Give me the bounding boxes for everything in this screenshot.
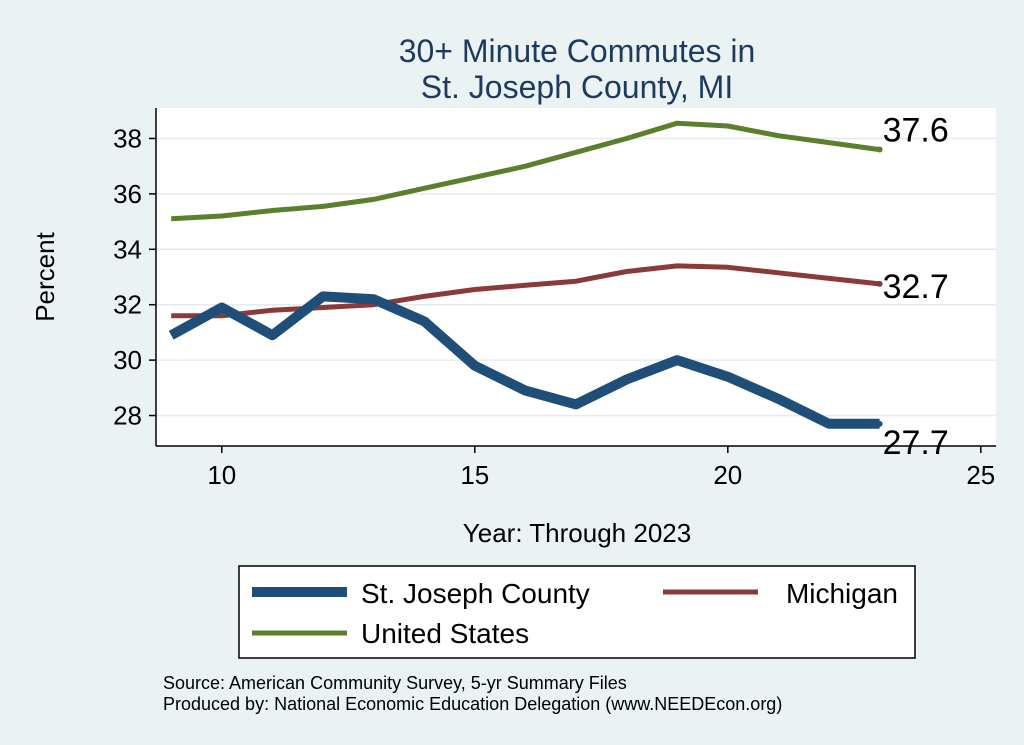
y-tick-label: 36 — [113, 179, 142, 209]
legend-label-united-states: United States — [361, 618, 529, 649]
end-label-st-joseph-county: 27.7 — [883, 424, 949, 462]
series-end-point-united-states — [876, 146, 883, 153]
x-tick-label: 25 — [966, 460, 995, 490]
source-note: Source: American Community Survey, 5-yr … — [163, 673, 627, 693]
y-tick-label: 30 — [113, 345, 142, 375]
end-labels: 27.7 32.7 37.6 — [883, 112, 949, 462]
y-axis-label: Percent — [30, 231, 60, 321]
end-label-michigan: 32.7 — [883, 268, 949, 306]
series-end-point-st-joseph-county — [876, 420, 883, 427]
chart-title-line-1: 30+ Minute Commutes in — [399, 33, 756, 69]
y-tick-label: 32 — [113, 290, 142, 320]
series-end-point-michigan — [876, 280, 883, 287]
plot-area — [156, 108, 996, 446]
legend-label-st-joseph: St. Joseph County — [361, 578, 590, 609]
axes: 28 30 32 34 36 38 10 15 20 25 — [113, 108, 996, 490]
produced-by-note: Produced by: National Economic Education… — [163, 694, 782, 714]
series-line-united-states — [171, 120, 880, 222]
x-tick-label: 15 — [460, 460, 489, 490]
chart-title-line-2: St. Joseph County, MI — [421, 69, 733, 105]
series-lines — [168, 120, 883, 429]
legend-label-michigan: Michigan — [786, 578, 898, 609]
legend-box — [238, 565, 916, 659]
x-axis-label: Year: Through 2023 — [463, 518, 691, 548]
y-tick-label: 38 — [113, 123, 142, 153]
x-tick-label: 20 — [713, 460, 742, 490]
y-tick-label: 28 — [113, 401, 142, 431]
series-line-michigan — [171, 263, 880, 319]
y-tick-label: 34 — [113, 234, 142, 264]
legend: St. Joseph County Michigan United States — [238, 565, 916, 659]
end-label-united-states: 37.6 — [883, 112, 949, 150]
gridlines — [156, 137, 996, 417]
series-line-st-joseph-county — [168, 291, 880, 429]
x-tick-label: 10 — [207, 460, 236, 490]
